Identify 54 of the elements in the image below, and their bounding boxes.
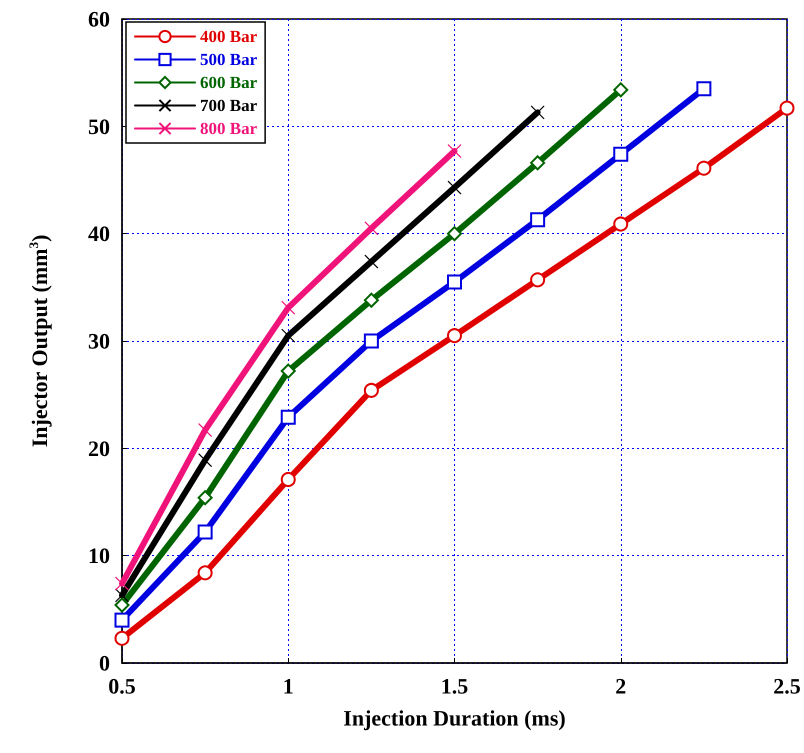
- point: [447, 274, 462, 290]
- y-axis-title: Injector Output (mm3): [26, 234, 52, 448]
- point: [281, 300, 296, 315]
- point: [280, 364, 296, 379]
- point: [696, 81, 712, 96]
- legend-label: 800 Bar: [200, 119, 258, 138]
- y-tick-label: 60: [88, 6, 110, 32]
- legend-label: 400 Bar: [200, 27, 258, 46]
- y-tick-label: 0: [99, 650, 110, 676]
- point: [198, 422, 212, 438]
- legend-label: 600 Bar: [200, 73, 258, 92]
- point: [364, 292, 379, 308]
- y-tick-label: 30: [88, 328, 110, 354]
- point: [114, 630, 130, 646]
- point: [364, 334, 379, 348]
- legend-label: 700 Bar: [200, 96, 258, 115]
- point: [198, 565, 213, 580]
- y-tick-label: 10: [88, 543, 110, 568]
- x-axis-title: Injection Duration (ms): [343, 706, 566, 730]
- point: [447, 144, 462, 158]
- y-tick-label: 40: [88, 221, 110, 246]
- point: [281, 328, 296, 343]
- point: [613, 146, 628, 162]
- point: [114, 588, 130, 602]
- point: [280, 410, 296, 425]
- point: [364, 382, 379, 398]
- x-tick-label: 1.5: [440, 674, 468, 698]
- point: [696, 160, 712, 176]
- point: [114, 612, 130, 628]
- point: [114, 576, 130, 591]
- point: [447, 328, 462, 344]
- point: [198, 524, 213, 540]
- point: [114, 598, 130, 613]
- point: [198, 490, 213, 506]
- legend-label: 500 Bar: [200, 50, 258, 69]
- point: [613, 216, 628, 232]
- point: [280, 472, 296, 487]
- point: [447, 226, 462, 242]
- y-tick-label: 20: [88, 436, 110, 461]
- point: [364, 221, 378, 236]
- point: [530, 272, 546, 288]
- x-tick-label: 1: [282, 674, 294, 698]
- point: [530, 155, 546, 170]
- point: [530, 105, 545, 120]
- y-tick-label: 50: [88, 114, 110, 139]
- x-tick-label: 0.5: [108, 674, 136, 698]
- x-tick-label: 2.5: [773, 674, 801, 698]
- point: [364, 254, 378, 269]
- point: [613, 82, 628, 98]
- point: [447, 180, 462, 195]
- point: [780, 100, 794, 116]
- point: [198, 453, 212, 468]
- x-tick-label: 2: [615, 674, 626, 698]
- point: [530, 212, 546, 228]
